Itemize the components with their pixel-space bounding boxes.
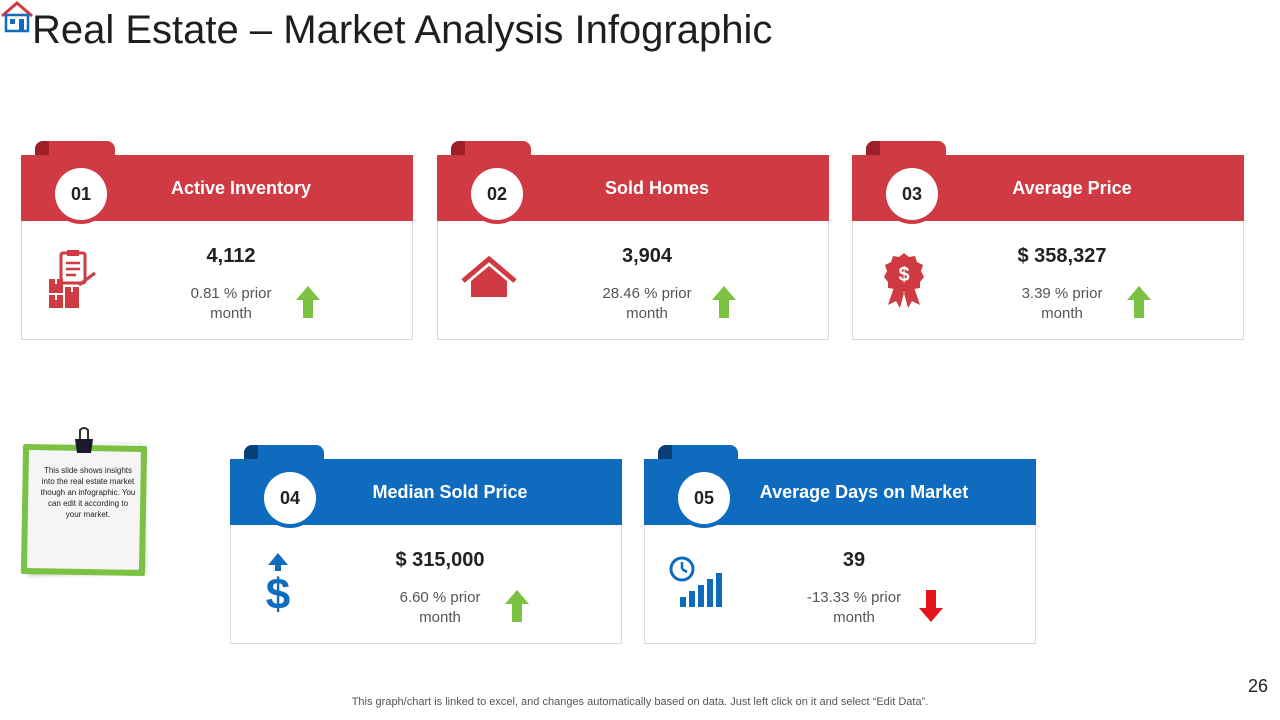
card-value: $ 315,000 [395, 549, 485, 571]
card-active-inventory[interactable]: 01 Active Inventory 4,112 0.81 % prior m… [21, 141, 413, 341]
card-number: 05 [678, 472, 730, 524]
svg-text:$: $ [898, 264, 909, 286]
card-average-price[interactable]: 03 Average Price $ 358,327 3.39 % prior … [852, 141, 1244, 341]
card-change: 6.60 % prior month [399, 589, 481, 626]
card-median-sold-price[interactable]: 04 Median Sold Price $ 315,000 6.60 % pr… [230, 445, 622, 645]
card-body [437, 221, 829, 340]
card-title: Sold Homes [604, 177, 710, 198]
inventory-boxes-icon [49, 250, 96, 308]
card-change: -13.33 % prior month [806, 589, 902, 626]
clock-bars-icon [669, 556, 722, 607]
card-average-days-on-market[interactable]: 05 Average Days on Market 39 -13.33 % pr… [644, 445, 1036, 645]
down-arrow-icon [919, 590, 943, 622]
svg-text:$: $ [266, 570, 290, 613]
card-title: Average Price [1012, 177, 1132, 198]
card-number: 01 [55, 168, 107, 220]
page-number: 26 [1247, 676, 1268, 696]
house-logo-icon [1, 1, 33, 33]
card-body [21, 221, 413, 340]
sticky-note: This slide shows insights into the real … [20, 425, 152, 577]
up-arrow-icon [712, 286, 736, 318]
up-arrow-icon [1127, 286, 1151, 318]
card-change: 3.39 % prior month [1021, 285, 1103, 322]
card-number: 04 [264, 472, 316, 524]
house-icon [461, 255, 517, 297]
binder-clip-icon [75, 427, 93, 453]
dollar-badge-icon: $ [884, 253, 924, 308]
card-number: 03 [886, 168, 938, 220]
card-title: Active Inventory [170, 177, 312, 198]
note-text: This slide shows insights into the real … [40, 466, 136, 519]
card-body [230, 525, 622, 644]
slide-title: Real Estate – Market Analysis Infographi… [32, 8, 773, 52]
footer-note: This graph/chart is linked to excel, and… [351, 696, 929, 708]
card-number: 02 [471, 168, 523, 220]
card-title: Median Sold Price [372, 481, 528, 502]
card-value: 4,112 [206, 245, 256, 267]
card-change: 28.46 % prior month [602, 285, 692, 322]
dollar-up-icon: $ [266, 553, 290, 613]
up-arrow-icon [505, 590, 529, 622]
up-arrow-icon [296, 286, 320, 318]
card-change: 0.81 % prior month [190, 285, 272, 322]
card-title: Average Days on Market [759, 481, 969, 502]
card-value: 39 [842, 549, 866, 571]
card-value: 3,904 [621, 245, 673, 267]
card-sold-homes[interactable]: 02 Sold Homes 3,904 28.46 % prior month [437, 141, 829, 341]
card-value: $ 358,327 [1017, 245, 1107, 267]
